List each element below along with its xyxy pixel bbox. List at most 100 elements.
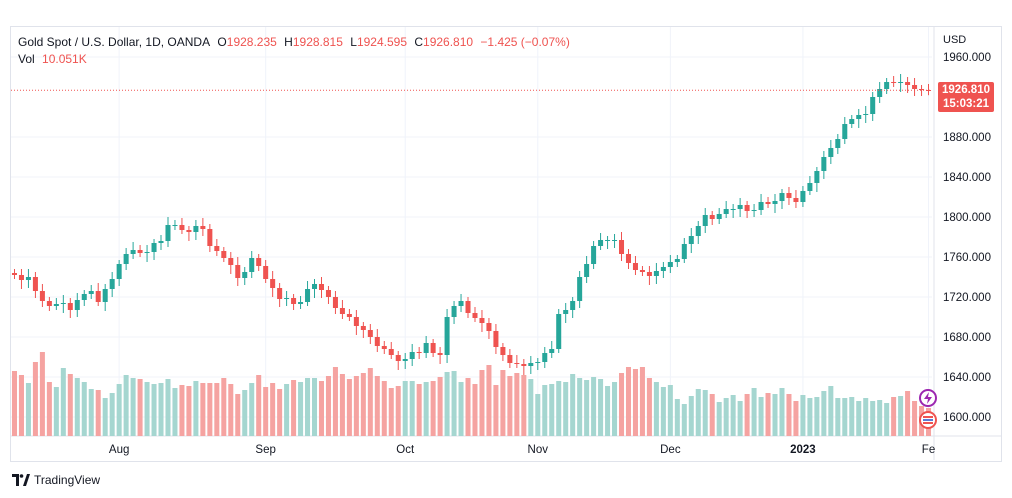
candle-body[interactable] bbox=[193, 226, 199, 232]
candle-body[interactable] bbox=[925, 90, 932, 91]
lightning-icon[interactable] bbox=[919, 389, 937, 407]
candle-body[interactable] bbox=[507, 355, 513, 363]
candle-body[interactable] bbox=[95, 291, 101, 302]
candle-body[interactable] bbox=[207, 229, 213, 246]
flag-icon[interactable] bbox=[919, 411, 937, 429]
candle-body[interactable] bbox=[898, 82, 904, 83]
candle-body[interactable] bbox=[284, 298, 290, 299]
candle-body[interactable] bbox=[186, 230, 192, 232]
candle-body[interactable] bbox=[723, 209, 729, 214]
candle-body[interactable] bbox=[130, 250, 136, 254]
candle-body[interactable] bbox=[67, 303, 73, 310]
candle-body[interactable] bbox=[305, 289, 311, 302]
candle-body[interactable] bbox=[695, 226, 701, 236]
candle-body[interactable] bbox=[416, 352, 422, 353]
candle-body[interactable] bbox=[214, 246, 220, 251]
candle-body[interactable] bbox=[158, 241, 164, 243]
candle-body[interactable] bbox=[137, 250, 143, 253]
candle-body[interactable] bbox=[479, 318, 485, 323]
candle-body[interactable] bbox=[339, 308, 345, 314]
candle-body[interactable] bbox=[751, 210, 757, 211]
candle-body[interactable] bbox=[200, 226, 206, 229]
candle-body[interactable] bbox=[863, 114, 869, 115]
candle-body[interactable] bbox=[681, 244, 687, 259]
candle-body[interactable] bbox=[472, 313, 478, 318]
candle-body[interactable] bbox=[828, 148, 834, 157]
candle-body[interactable] bbox=[332, 297, 338, 308]
candle-body[interactable] bbox=[660, 267, 666, 271]
candle-body[interactable] bbox=[465, 301, 471, 313]
candle-body[interactable] bbox=[625, 254, 632, 263]
candle-body[interactable] bbox=[730, 209, 736, 210]
candle-body[interactable] bbox=[374, 337, 380, 346]
volume-label[interactable]: Vol bbox=[18, 52, 35, 66]
symbol-title[interactable]: Gold Spot / U.S. Dollar, 1D, OANDA bbox=[18, 35, 211, 49]
candle-body[interactable] bbox=[709, 215, 715, 219]
candle-body[interactable] bbox=[458, 301, 464, 306]
candle-body[interactable] bbox=[737, 205, 743, 209]
candle-body[interactable] bbox=[46, 301, 52, 306]
candle-body[interactable] bbox=[221, 251, 227, 258]
candle-body[interactable] bbox=[165, 225, 171, 241]
candle-body[interactable] bbox=[291, 298, 297, 304]
candle-body[interactable] bbox=[646, 272, 652, 276]
candle-body[interactable] bbox=[256, 258, 262, 266]
candle-body[interactable] bbox=[242, 272, 248, 278]
candle-body[interactable] bbox=[542, 353, 548, 362]
candle-body[interactable] bbox=[444, 317, 450, 355]
candle-body[interactable] bbox=[702, 215, 708, 226]
candle-body[interactable] bbox=[430, 343, 436, 353]
candle-body[interactable] bbox=[835, 139, 841, 148]
candle-body[interactable] bbox=[116, 264, 122, 279]
candle-body[interactable] bbox=[123, 254, 129, 264]
candle-body[interactable] bbox=[800, 191, 806, 202]
candle-body[interactable] bbox=[744, 205, 750, 211]
candle-body[interactable] bbox=[102, 289, 108, 302]
candle-body[interactable] bbox=[367, 330, 373, 337]
candle-body[interactable] bbox=[653, 271, 659, 276]
candle-body[interactable] bbox=[32, 277, 38, 291]
candle-body[interactable] bbox=[912, 85, 918, 89]
candle-body[interactable] bbox=[905, 82, 911, 85]
candle-body[interactable] bbox=[451, 306, 457, 317]
candle-body[interactable] bbox=[807, 183, 813, 191]
candle-body[interactable] bbox=[632, 263, 638, 270]
candle-body[interactable] bbox=[563, 310, 569, 314]
candle-body[interactable] bbox=[74, 300, 80, 310]
candle-body[interactable] bbox=[18, 275, 24, 280]
candle-body[interactable] bbox=[388, 349, 394, 355]
candle-body[interactable] bbox=[25, 277, 31, 280]
candle-body[interactable] bbox=[605, 240, 611, 241]
candle-body[interactable] bbox=[814, 171, 820, 183]
candle-body[interactable] bbox=[772, 201, 778, 204]
candle-body[interactable] bbox=[556, 314, 562, 349]
candle-body[interactable] bbox=[81, 294, 87, 300]
candle-body[interactable] bbox=[765, 202, 771, 204]
candle-body[interactable] bbox=[263, 266, 269, 279]
candle-body[interactable] bbox=[109, 279, 115, 289]
candle-body[interactable] bbox=[11, 273, 18, 275]
candle-body[interactable] bbox=[821, 157, 827, 171]
candle-body[interactable] bbox=[612, 240, 618, 241]
candle-body[interactable] bbox=[395, 355, 401, 361]
candle-body[interactable] bbox=[360, 326, 366, 330]
candle-body[interactable] bbox=[235, 265, 241, 278]
candle-body[interactable] bbox=[591, 246, 597, 264]
candle-body[interactable] bbox=[53, 304, 59, 306]
candle-body[interactable] bbox=[346, 314, 352, 317]
candle-body[interactable] bbox=[870, 97, 876, 114]
candle-body[interactable] bbox=[598, 240, 604, 246]
candle-body[interactable] bbox=[179, 225, 185, 230]
candle-body[interactable] bbox=[500, 347, 506, 355]
candle-body[interactable] bbox=[535, 362, 541, 363]
candle-body[interactable] bbox=[688, 236, 694, 244]
candle-body[interactable] bbox=[716, 214, 722, 219]
candle-body[interactable] bbox=[325, 290, 331, 297]
candle-body[interactable] bbox=[249, 258, 255, 272]
candle-body[interactable] bbox=[298, 302, 304, 304]
candle-body[interactable] bbox=[423, 343, 429, 353]
candle-body[interactable] bbox=[151, 243, 157, 252]
candle-body[interactable] bbox=[60, 303, 66, 304]
candle-body[interactable] bbox=[270, 279, 276, 288]
